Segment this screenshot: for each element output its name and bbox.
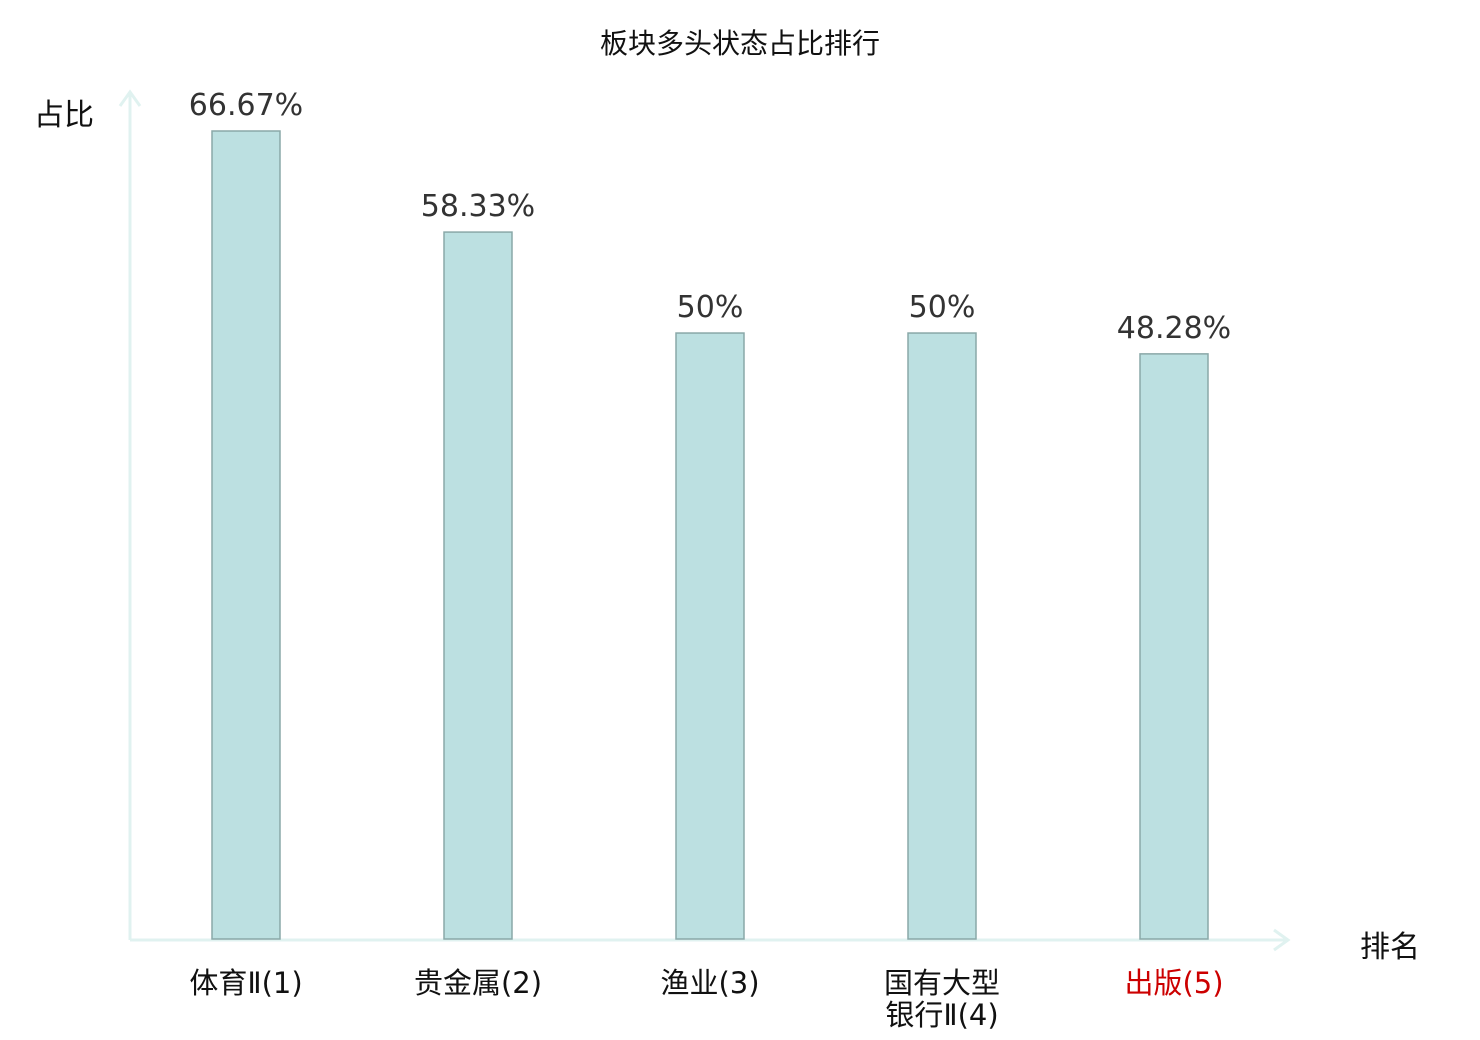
data-label: 50% <box>909 290 976 325</box>
y-axis-label: 占比 <box>34 98 94 133</box>
data-label: 66.67% <box>189 88 303 123</box>
x-tick-label: 体育Ⅱ(1) <box>189 966 302 1000</box>
chart-title: 板块多头状态占比排行 <box>599 27 880 60</box>
data-label: 50% <box>677 290 744 325</box>
bar <box>1139 353 1209 940</box>
bar <box>675 332 745 940</box>
bar <box>907 332 977 940</box>
bar <box>211 130 281 940</box>
x-tick-label: 出版(5) <box>1124 966 1223 1000</box>
x-axis-arrow <box>1273 928 1291 952</box>
data-label: 48.28% <box>1117 311 1231 346</box>
x-tick-label: 渔业(3) <box>660 966 759 1000</box>
x-tick-label: 国有大型 <box>884 966 1000 1000</box>
x-tick-label: 银行Ⅱ(4) <box>885 998 998 1032</box>
data-label: 58.33% <box>421 189 535 224</box>
x-tick-label: 贵金属(2) <box>414 966 542 1000</box>
x-axis-label: 排名 <box>1360 930 1420 965</box>
bar <box>443 231 513 940</box>
y-axis-arrow <box>118 89 142 107</box>
